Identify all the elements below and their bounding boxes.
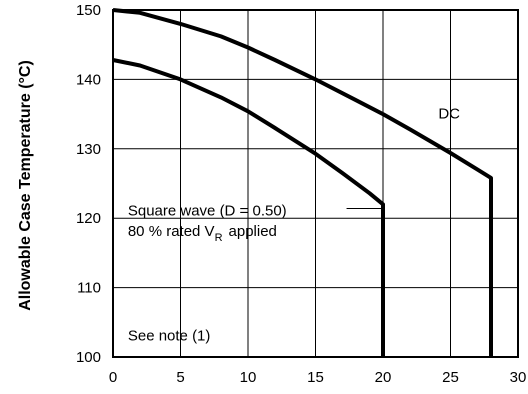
rated-voltage-prefix: 80 % rated V bbox=[128, 223, 215, 240]
series-layer bbox=[112, 8, 493, 357]
y-axis-label: Allowable Case Temperature (°C) bbox=[17, 60, 34, 311]
y-tick-label: 120 bbox=[76, 210, 101, 227]
x-tick-label: 25 bbox=[442, 369, 459, 386]
x-tick-label: 5 bbox=[176, 369, 184, 386]
x-tick-label: 10 bbox=[240, 369, 257, 386]
series-dc-line bbox=[112, 8, 493, 357]
square-wave-label: Square wave (D = 0.50) bbox=[128, 202, 287, 219]
dc-curve-label: DC bbox=[438, 105, 460, 122]
y-tick-label: 100 bbox=[76, 349, 101, 366]
plot-frame bbox=[112, 9, 519, 358]
x-tick-label: 20 bbox=[375, 369, 392, 386]
grid bbox=[112, 9, 519, 358]
x-tick-label: 30 bbox=[510, 369, 527, 386]
y-tick-label: 110 bbox=[77, 280, 101, 297]
rated-voltage-subscript: R bbox=[215, 232, 223, 244]
rated-voltage-suffix: applied bbox=[229, 223, 277, 240]
x-tick-labels: 0 5 10 15 20 25 30 bbox=[109, 369, 527, 386]
x-tick-label: 15 bbox=[307, 369, 324, 386]
rated-voltage-label: 80 % rated VR applied bbox=[128, 223, 277, 244]
series-square-wave-line bbox=[112, 58, 385, 357]
note-label: See note (1) bbox=[128, 327, 211, 344]
y-tick-label: 130 bbox=[76, 141, 101, 158]
y-tick-labels: 100 110 120 130 140 150 bbox=[76, 2, 101, 366]
y-tick-label: 150 bbox=[76, 2, 101, 19]
x-tick-label: 0 bbox=[109, 369, 117, 386]
y-tick-label: 140 bbox=[76, 71, 101, 88]
